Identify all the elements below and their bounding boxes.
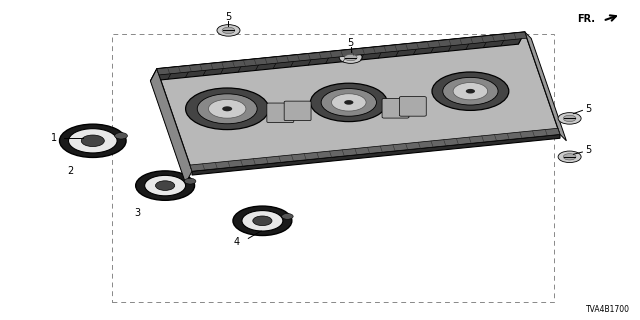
Polygon shape [525,32,566,141]
Circle shape [344,100,353,105]
Circle shape [253,216,272,226]
Circle shape [233,206,292,236]
Circle shape [156,181,175,190]
Circle shape [68,129,117,153]
Polygon shape [190,128,560,171]
Text: FR.: FR. [577,14,595,24]
FancyBboxPatch shape [399,97,426,116]
Circle shape [136,171,195,200]
Polygon shape [150,32,525,81]
Circle shape [197,94,257,124]
Circle shape [60,124,126,157]
Circle shape [443,77,498,105]
Circle shape [453,83,488,100]
Text: 5: 5 [348,38,354,48]
Polygon shape [150,69,192,183]
Circle shape [339,52,362,63]
Circle shape [222,27,235,34]
Text: TVA4B1700: TVA4B1700 [586,305,630,314]
Circle shape [558,151,581,163]
Text: 2: 2 [67,166,74,176]
Circle shape [321,89,376,116]
Circle shape [344,54,357,61]
Circle shape [563,115,576,122]
Circle shape [222,106,232,111]
Circle shape [184,178,196,184]
Circle shape [242,211,283,231]
Circle shape [186,88,269,130]
Circle shape [209,100,246,118]
Text: 5: 5 [225,12,232,22]
Circle shape [558,113,581,124]
Circle shape [432,72,509,110]
Text: 5: 5 [586,145,592,156]
Circle shape [332,94,366,111]
Text: 3: 3 [134,208,141,218]
Circle shape [145,175,186,196]
Circle shape [563,154,576,160]
Polygon shape [192,134,560,175]
FancyBboxPatch shape [284,101,311,121]
Polygon shape [157,32,560,171]
Text: 1: 1 [51,132,58,143]
Circle shape [81,135,104,147]
Polygon shape [157,32,527,75]
Circle shape [217,25,240,36]
Text: 5: 5 [586,104,592,114]
FancyBboxPatch shape [382,99,409,118]
Circle shape [282,213,293,219]
Circle shape [466,89,475,93]
Text: 4: 4 [234,236,240,247]
Circle shape [115,132,127,139]
Circle shape [310,83,387,122]
FancyBboxPatch shape [267,103,294,123]
